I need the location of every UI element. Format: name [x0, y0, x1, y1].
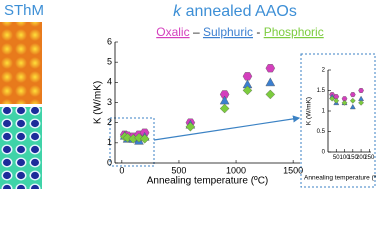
data-point [341, 99, 348, 106]
data-point [333, 97, 340, 104]
data-point [329, 95, 336, 102]
y-tick-label: 1 [322, 109, 326, 115]
data-point [358, 88, 364, 93]
y-tick-label: 0 [107, 157, 112, 167]
legend-entry: Phosphoric [264, 25, 324, 39]
y-tick-label: 5 [107, 57, 112, 67]
title-text: annealed AAOs [186, 3, 297, 20]
legend-entry: Oxalic [156, 25, 189, 39]
x-axis-label: Annealing temperature (ºC) [304, 175, 376, 182]
x-tick-label: 1000 [226, 165, 246, 175]
legend: Oxalic – Sulphuric - Phosphoric [156, 25, 323, 39]
data-point [265, 89, 276, 100]
pore-image [0, 107, 42, 189]
x-tick-label: 1500 [283, 165, 303, 175]
data-point [349, 103, 356, 110]
x-axis-label: Annealing temperature (ºC) [147, 176, 269, 187]
left-title: SThM [4, 2, 44, 19]
data-point [349, 97, 356, 104]
y-tick-label: 6 [107, 36, 112, 46]
inset-box [300, 53, 376, 188]
y-axis-label: K (W/mK) [306, 97, 313, 125]
x-tick-label: 150 [348, 155, 359, 161]
data-point [219, 103, 230, 114]
data-point [341, 96, 348, 102]
sthm-image [0, 22, 42, 104]
data-point [242, 72, 253, 81]
legend-separator: – [193, 25, 200, 39]
y-axis-label: K (W/mK) [93, 81, 104, 124]
data-point [219, 90, 230, 99]
title: k annealed AAOs [173, 3, 297, 20]
data-point [122, 133, 133, 143]
x-tick-label: 250 [364, 155, 375, 161]
data-point [358, 99, 364, 106]
y-tick-label: 0.5 [317, 129, 326, 135]
legend-entry: Sulphuric [203, 25, 253, 39]
graphical-abstract: SThM k annealed AAOs Oxalic – Sulphuric … [0, 2, 376, 189]
x-tick-label: 200 [356, 155, 367, 161]
x-tick-label: 100 [340, 155, 351, 161]
y-tick-label: 1.5 [317, 88, 326, 94]
data-point [242, 85, 253, 96]
title-symbol: k [173, 3, 182, 20]
legend-separator: - [256, 25, 260, 39]
x-tick-label: 50 [333, 155, 340, 161]
zoom-box [109, 117, 155, 167]
data-point [265, 77, 276, 87]
zoom-arrow [153, 115, 301, 141]
y-tick-label: 4 [107, 77, 112, 87]
x-tick-label: 500 [171, 165, 186, 175]
data-point [219, 95, 230, 105]
y-tick-label: 2 [322, 68, 326, 74]
y-tick-label: 3 [107, 97, 112, 107]
x-tick-label: 0 [119, 165, 124, 175]
y-tick-label: 1 [107, 137, 112, 147]
y-tick-label: 0 [322, 150, 326, 156]
data-point [139, 134, 150, 144]
data-point [185, 121, 196, 132]
y-tick-label: 2 [107, 117, 112, 127]
data-point [265, 64, 276, 73]
data-point [349, 92, 356, 98]
